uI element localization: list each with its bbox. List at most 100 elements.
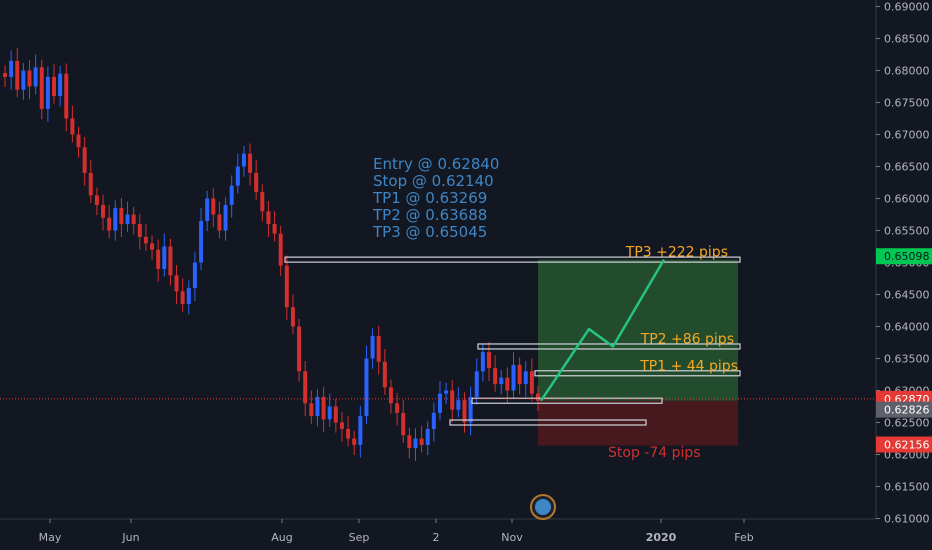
price-badge-label: 0.65098 bbox=[884, 250, 930, 263]
time-tick-label: Aug bbox=[271, 531, 292, 544]
candle-body bbox=[309, 403, 314, 417]
candle-body bbox=[536, 393, 540, 401]
candle-body bbox=[284, 265, 289, 308]
candle-body bbox=[223, 204, 228, 231]
price-tick-label: 0.67000 bbox=[884, 129, 930, 142]
candle-body bbox=[229, 185, 234, 205]
candle-body bbox=[352, 438, 357, 445]
candle-body bbox=[346, 428, 351, 439]
level-box-support bbox=[449, 419, 647, 426]
level-label-tp1: TP1 + 44 pips bbox=[639, 358, 738, 374]
candle-body bbox=[143, 236, 148, 244]
candle-body bbox=[517, 364, 522, 385]
candle-body bbox=[3, 73, 7, 77]
candle-body bbox=[370, 336, 375, 359]
price-tick-label: 0.66500 bbox=[884, 161, 930, 174]
candle-body bbox=[9, 60, 14, 77]
candle-body bbox=[523, 371, 528, 385]
candle-body bbox=[94, 195, 99, 205]
price-axis-bg bbox=[876, 0, 932, 550]
globe-icon bbox=[535, 499, 551, 515]
candle-body bbox=[119, 208, 124, 225]
candle-body bbox=[493, 368, 498, 385]
candle-body bbox=[248, 153, 253, 173]
price-tick-label: 0.68000 bbox=[884, 65, 930, 78]
candle-body bbox=[315, 396, 320, 417]
price-tick-label: 0.61000 bbox=[884, 513, 930, 526]
candle-body bbox=[401, 412, 406, 436]
candle-body bbox=[529, 371, 534, 394]
profit-zone bbox=[538, 259, 738, 401]
candle-body bbox=[156, 249, 161, 269]
candle-body bbox=[339, 422, 344, 429]
time-tick-label: May bbox=[39, 531, 62, 544]
candle-body bbox=[101, 204, 106, 218]
level-label-tp2: TP2 +86 pips bbox=[640, 331, 734, 347]
candle-body bbox=[364, 358, 369, 417]
candle-body bbox=[150, 243, 155, 250]
candle-body bbox=[272, 224, 277, 234]
price-tick-label: 0.63500 bbox=[884, 353, 930, 366]
candle-body bbox=[407, 435, 412, 449]
candle-body bbox=[278, 233, 283, 266]
candle-body bbox=[113, 208, 118, 231]
candle-body bbox=[388, 387, 393, 404]
price-badge bbox=[876, 248, 932, 265]
candle-body bbox=[45, 76, 50, 109]
price-tick-label: 0.67500 bbox=[884, 97, 930, 110]
price-tick-label: 0.68500 bbox=[884, 33, 930, 46]
stop-label: Stop -74 pips bbox=[608, 445, 701, 461]
candle-body bbox=[174, 275, 179, 292]
candle-body bbox=[474, 371, 479, 397]
candle-body bbox=[327, 406, 332, 420]
candle-body bbox=[76, 134, 81, 148]
time-tick-label: Jun bbox=[121, 531, 139, 544]
candle-body bbox=[199, 220, 204, 263]
candle-body bbox=[382, 361, 387, 388]
candle-body bbox=[192, 262, 197, 289]
price-tick-label: 0.61500 bbox=[884, 481, 930, 494]
candle-body bbox=[64, 73, 69, 119]
candle-body bbox=[499, 377, 504, 385]
level-box-entry bbox=[471, 397, 663, 404]
candle-body bbox=[254, 172, 259, 193]
candle-body bbox=[168, 246, 173, 276]
candle-body bbox=[462, 400, 467, 423]
price-badge bbox=[876, 436, 932, 453]
candle-body bbox=[186, 288, 191, 305]
candle-body bbox=[419, 438, 424, 445]
tp1-text: TP1 @ 0.63269 bbox=[373, 189, 488, 207]
candle-body bbox=[425, 428, 430, 445]
projection-path bbox=[539, 258, 666, 402]
candle-body bbox=[235, 166, 240, 186]
level-label-tp3: TP3 +222 pips bbox=[625, 245, 728, 261]
candle-body bbox=[303, 371, 308, 404]
candle-body bbox=[333, 406, 338, 423]
candle-body bbox=[88, 172, 93, 196]
candle-body bbox=[480, 352, 485, 372]
candle-body bbox=[266, 211, 271, 225]
price-tick-label: 0.62500 bbox=[884, 417, 930, 430]
price-badge bbox=[876, 401, 932, 418]
tp2-text: TP2 @ 0.63688 bbox=[373, 206, 488, 224]
candle-body bbox=[180, 291, 185, 305]
candle-body bbox=[505, 377, 510, 391]
time-tick-label: Nov bbox=[501, 531, 523, 544]
candle-body bbox=[70, 118, 75, 135]
candle-body bbox=[260, 192, 265, 212]
candle-body bbox=[131, 214, 136, 225]
candle-body bbox=[217, 214, 222, 231]
candle-body bbox=[39, 67, 44, 109]
price-tick-label: 0.65500 bbox=[884, 225, 930, 238]
stop-text: Stop @ 0.62140 bbox=[373, 172, 494, 190]
candle-body bbox=[444, 390, 449, 394]
entry-text: Entry @ 0.62840 bbox=[373, 155, 500, 173]
candle-body bbox=[82, 147, 87, 173]
candle-body bbox=[33, 67, 38, 87]
candle-body bbox=[211, 198, 216, 215]
tp3-text: TP3 @ 0.65045 bbox=[373, 223, 488, 241]
candle-body bbox=[241, 153, 246, 167]
time-tick-label: 2020 bbox=[646, 531, 677, 544]
candle-body bbox=[297, 326, 302, 372]
